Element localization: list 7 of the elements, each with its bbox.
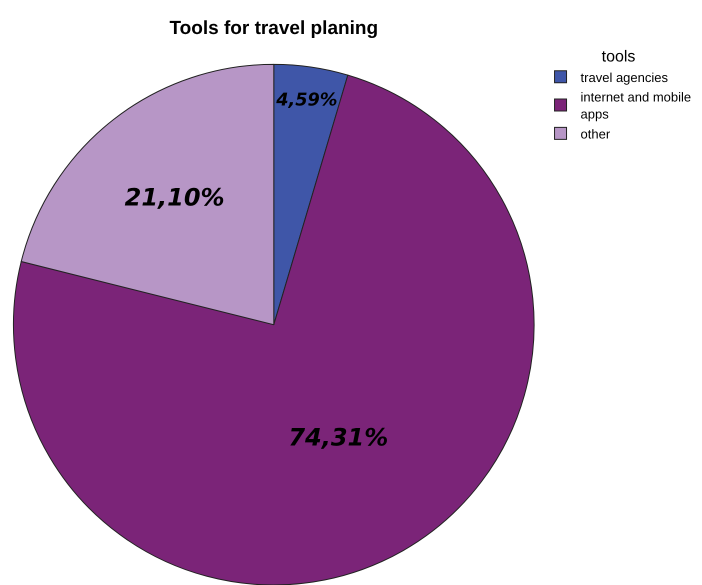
- data-label: 74,31%: [288, 424, 388, 452]
- data-label: 4,59%: [275, 90, 338, 110]
- legend-label: other: [580, 126, 611, 142]
- chart-title: Tools for travel planing: [169, 18, 378, 39]
- data-label: 21,10%: [124, 184, 225, 212]
- legend-label: travel agencies: [580, 70, 668, 85]
- legend-title: tools: [602, 48, 636, 66]
